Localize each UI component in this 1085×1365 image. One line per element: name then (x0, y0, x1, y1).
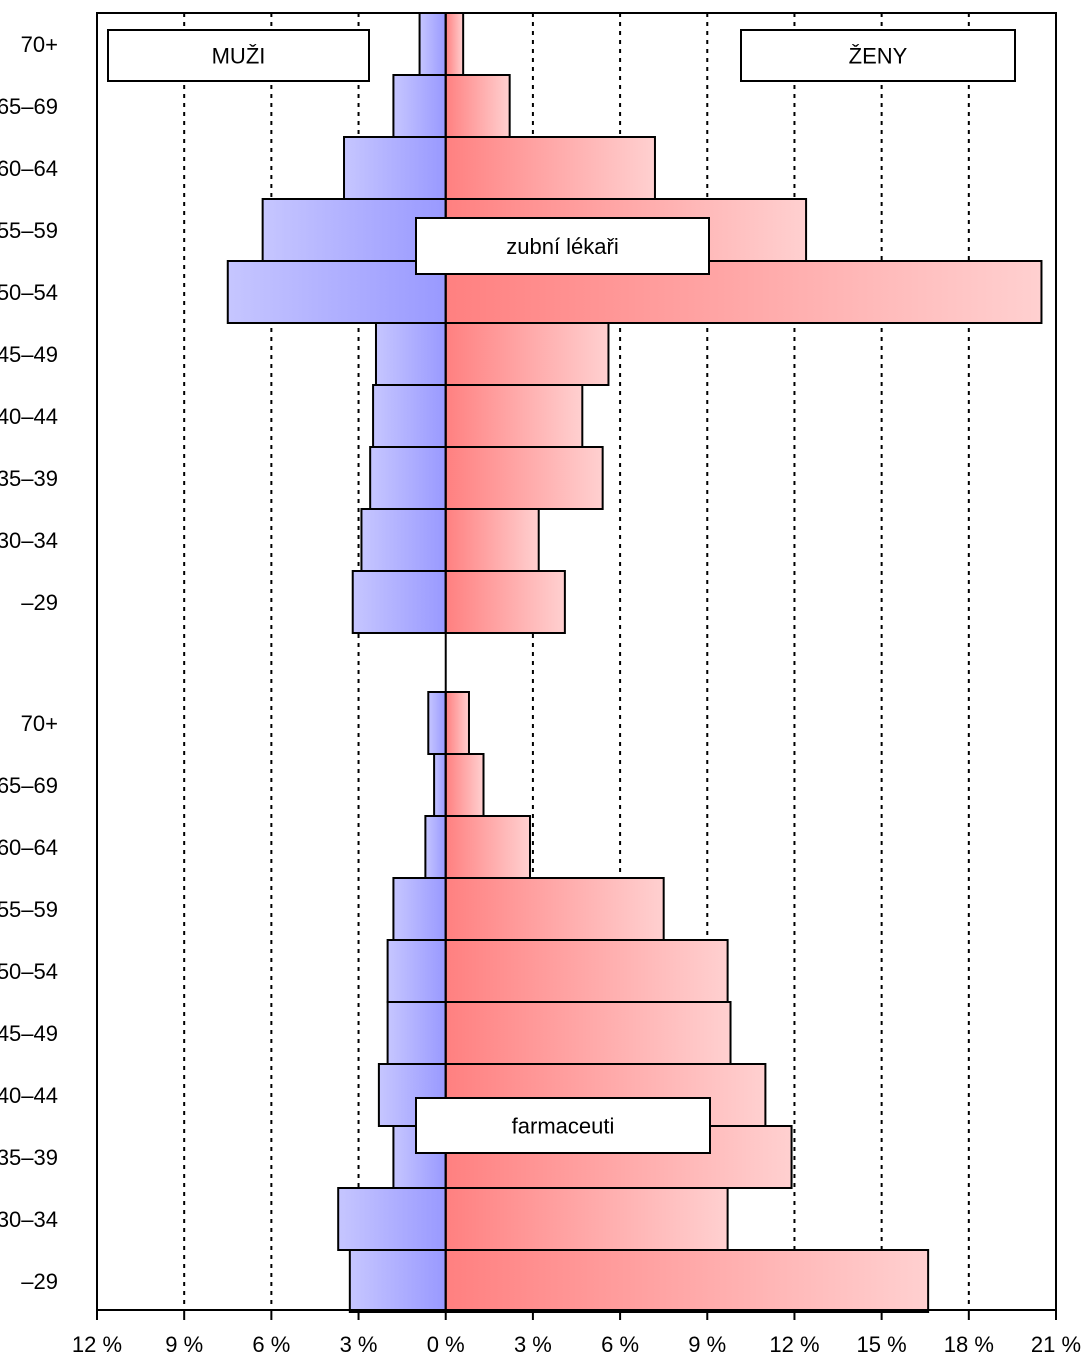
bar-women (444, 691, 470, 755)
bar-men (424, 815, 447, 879)
x-tick-label: 3 % (514, 1332, 552, 1357)
bar-women (444, 570, 566, 634)
age-group-label: 70+ (21, 32, 58, 57)
bar-men (392, 877, 447, 941)
bar-women (444, 136, 656, 200)
bar-women (444, 508, 540, 572)
x-tick-label: 6 % (252, 1332, 290, 1357)
bar-women (444, 12, 465, 76)
bar-men (337, 1187, 447, 1251)
x-tick-label: 12 % (72, 1332, 122, 1357)
bar-men (343, 136, 447, 200)
bar-women (444, 446, 604, 510)
age-group-label: 30–34 (0, 1207, 58, 1232)
age-group-label: 30–34 (0, 528, 58, 553)
bar-women (444, 1249, 930, 1313)
panel-label: farmaceuti (512, 1114, 615, 1139)
legend-men-box (107, 29, 370, 82)
bar-women (444, 815, 532, 879)
bar-men (386, 939, 447, 1003)
age-group-label: 45–49 (0, 342, 58, 367)
age-group-label: 55–59 (0, 897, 58, 922)
bar-women (444, 1187, 729, 1251)
age-group-label: 60–64 (0, 835, 58, 860)
bar-women (444, 384, 584, 448)
x-tick-label: 12 % (769, 1332, 819, 1357)
x-tick-label: 3 % (340, 1332, 378, 1357)
bar-men (351, 570, 447, 634)
axes: 12 % 9 % 6 % 3 % 0 % 3 % 6 % 9 % 12 % 15 % 18 % 21 … (72, 12, 1081, 1357)
legend-women-label: ŽENY (849, 44, 908, 69)
bar-men (348, 1249, 447, 1313)
age-group-label: 55–59 (0, 218, 58, 243)
age-group-label: 65–69 (0, 94, 58, 119)
panel-label: zubní lékaři (506, 234, 619, 259)
x-tick-label: 6 % (601, 1332, 639, 1357)
bar-men (418, 12, 447, 76)
age-group-label: –29 (21, 1269, 58, 1294)
age-group-label: 50–54 (0, 280, 58, 305)
bar-men (369, 446, 447, 510)
age-group-label: 35–39 (0, 1145, 58, 1170)
age-group-label: 65–69 (0, 773, 58, 798)
bar-women (444, 753, 485, 817)
age-group-label: 70+ (21, 711, 58, 736)
bar-men (427, 691, 447, 755)
age-group-label: 40–44 (0, 1083, 58, 1108)
bar-men (386, 1001, 447, 1065)
bar-women (444, 1001, 732, 1065)
x-tick-label: 9 % (688, 1332, 726, 1357)
age-group-label: 35–39 (0, 466, 58, 491)
age-group-label: 60–64 (0, 156, 58, 181)
plot-frame (96, 12, 1057, 1311)
x-tick-label: 18 % (944, 1332, 994, 1357)
panel-label-box (415, 217, 710, 275)
bar-men (360, 508, 447, 572)
age-group-label: 50–54 (0, 959, 58, 984)
bar-men (374, 322, 447, 386)
age-group-label: –29 (21, 590, 58, 615)
legend-men-label: MUŽI (212, 44, 266, 69)
x-tick-label: 0 % (427, 1332, 465, 1357)
age-group-label: 45–49 (0, 1021, 58, 1046)
bar-women (444, 939, 729, 1003)
labels: 70+ 65–69 60–64 55–59 50–54 45–49 40–44 35–39 30… (0, 29, 1016, 1294)
panel-label-box (415, 1097, 711, 1154)
bar-women (444, 322, 610, 386)
bar-women (444, 877, 665, 941)
x-tick-label: 15 % (857, 1332, 907, 1357)
x-tick-label: 21 % (1031, 1332, 1081, 1357)
age-group-label: 40–44 (0, 404, 58, 429)
bar-men (226, 260, 447, 324)
bar-men (392, 74, 447, 138)
bar-men (433, 753, 447, 817)
bar-men (372, 384, 447, 448)
bar-women (444, 74, 511, 138)
legend-women-box (740, 29, 1016, 82)
x-tick-label: 9 % (165, 1332, 203, 1357)
